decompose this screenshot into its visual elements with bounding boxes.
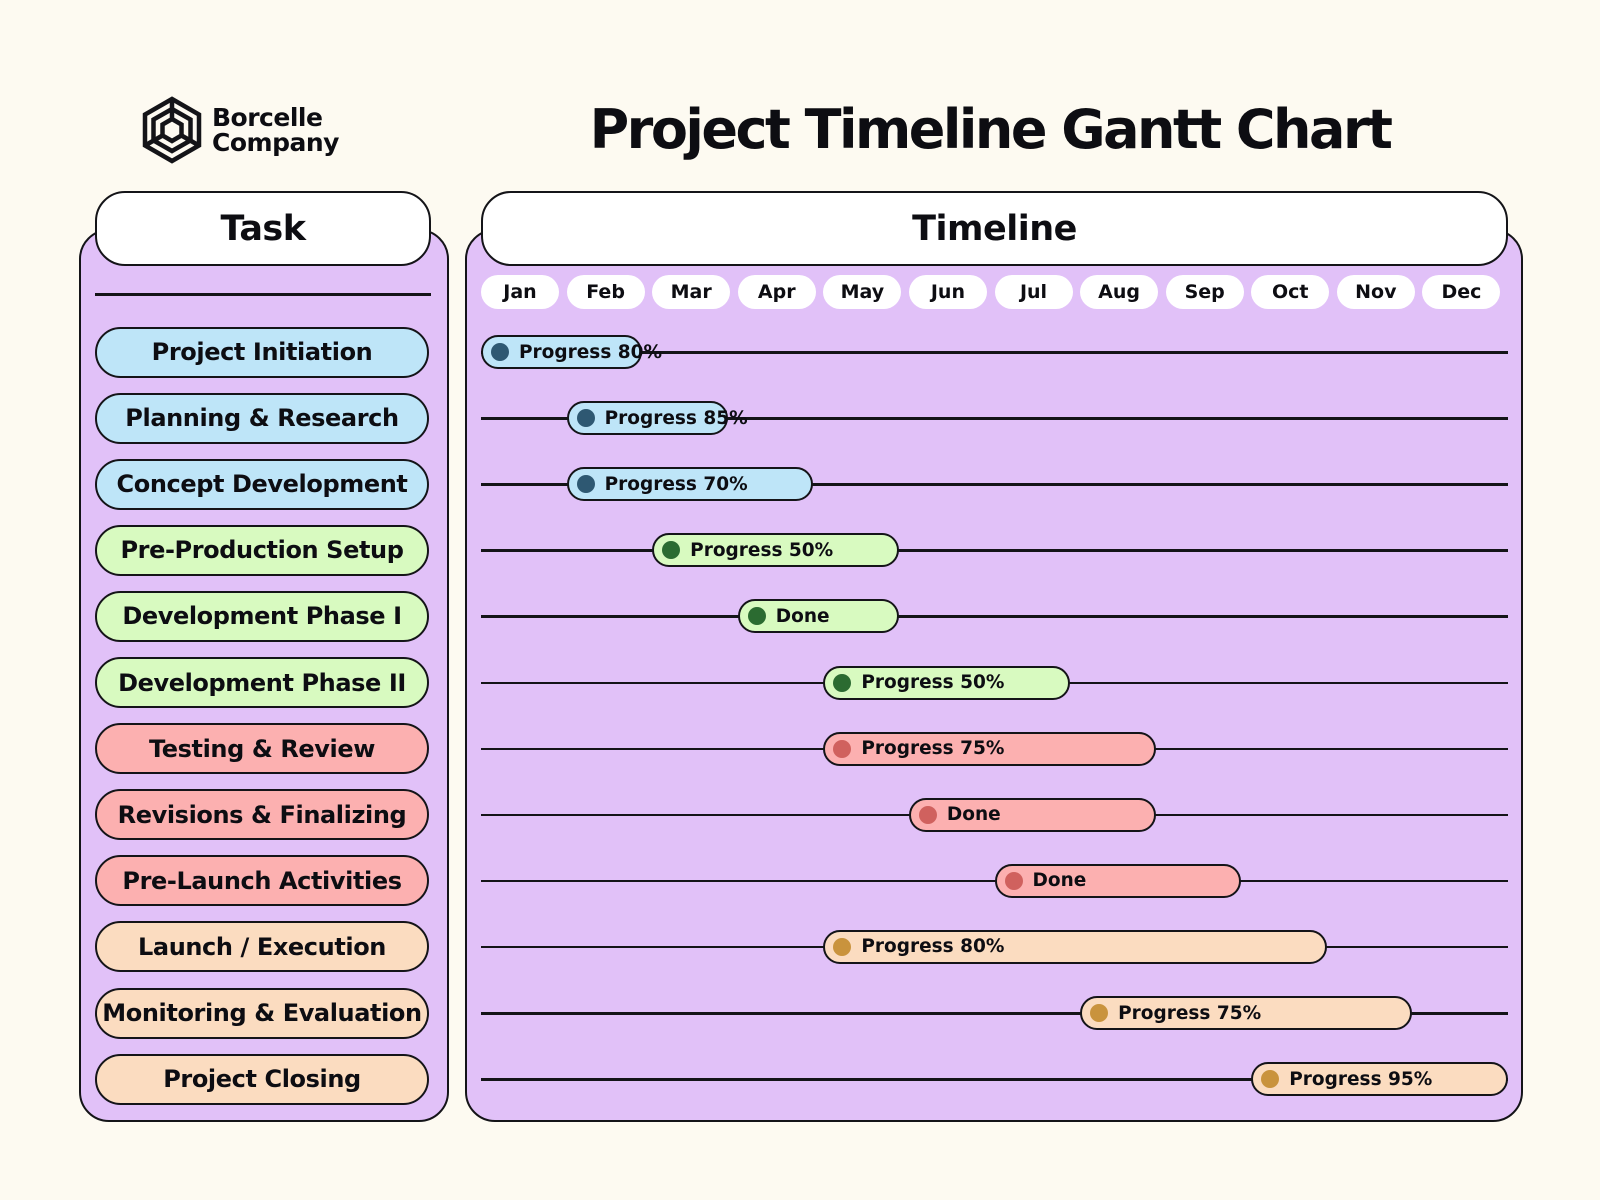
gantt-bar[interactable]: Done (908, 797, 1156, 832)
month-label-dec: Dec (1422, 275, 1501, 309)
task-divider (95, 293, 431, 296)
task-item[interactable]: Project Initiation (95, 326, 429, 378)
bar-status-label: Done (1032, 870, 1087, 892)
hexagon-logo-icon (142, 96, 202, 164)
timeline-column-header: Timeline (481, 191, 1508, 266)
row-guide-line (481, 351, 1508, 354)
gantt-bar[interactable]: Progress 75% (1080, 996, 1413, 1030)
month-label-mar: Mar (652, 275, 731, 309)
month-label-jul: Jul (994, 275, 1073, 309)
task-item[interactable]: Development Phase II (95, 657, 429, 708)
row-guide-line (481, 483, 1508, 486)
status-dot-icon (1090, 1004, 1109, 1022)
gantt-bar[interactable]: Done (994, 863, 1242, 898)
company-name-line2: Company (212, 128, 339, 157)
bar-status-label: Progress 95% (1289, 1068, 1433, 1090)
month-label-sep: Sep (1165, 275, 1244, 309)
month-label-nov: Nov (1336, 275, 1415, 309)
month-label-jan: Jan (481, 275, 559, 309)
status-dot-icon (833, 937, 852, 956)
bar-status-label: Progress 50% (690, 539, 834, 561)
bar-status-label: Progress 50% (861, 672, 1005, 693)
task-item[interactable]: Project Closing (95, 1053, 429, 1105)
month-label-oct: Oct (1251, 275, 1330, 309)
gantt-bar[interactable]: Progress 70% (566, 467, 814, 502)
row-guide-line (481, 549, 1508, 552)
gantt-bar[interactable]: Done (737, 599, 899, 634)
row-guide-line (481, 417, 1508, 420)
bar-status-label: Progress 80% (519, 341, 663, 363)
status-dot-icon (833, 739, 852, 758)
status-dot-icon (576, 475, 595, 494)
bar-status-label: Done (775, 605, 830, 627)
bar-status-label: Progress 75% (861, 738, 1005, 760)
company-name: Borcelle Company (212, 105, 339, 155)
row-guide-line (481, 615, 1508, 618)
task-item[interactable]: Pre-Launch Activities (95, 855, 429, 907)
month-label-jun: Jun (908, 275, 987, 309)
gantt-bar[interactable]: Progress 50% (823, 665, 1071, 700)
company-name-line1: Borcelle (212, 103, 323, 132)
bar-status-label: Progress 80% (861, 936, 1005, 958)
bar-status-label: Progress 70% (604, 473, 748, 495)
gantt-bar[interactable]: Progress 95% (1251, 1062, 1508, 1097)
task-item[interactable]: Launch / Execution (95, 921, 429, 973)
gantt-bar[interactable]: Progress 80% (823, 929, 1327, 964)
month-label-feb: Feb (566, 275, 645, 309)
gantt-bar[interactable]: Progress 80% (481, 335, 662, 369)
task-item[interactable]: Concept Development (95, 458, 429, 510)
status-dot-icon (747, 607, 766, 626)
row-guide-line (481, 1078, 1508, 1081)
status-dot-icon (1261, 1070, 1280, 1089)
task-item[interactable]: Development Phase I (95, 590, 429, 642)
row-guide-line (481, 1012, 1508, 1015)
bar-status-label: Progress 75% (1118, 1002, 1262, 1024)
bar-status-label: Done (946, 804, 1001, 826)
company-logo: Borcelle Company (140, 96, 339, 164)
task-item[interactable]: Pre-Production Setup (95, 524, 429, 576)
month-label-aug: Aug (1080, 275, 1159, 309)
task-column-header: Task (95, 191, 431, 266)
bar-status-label: Progress 85% (604, 407, 748, 429)
status-dot-icon (833, 673, 852, 692)
task-item[interactable]: Monitoring & Evaluation (95, 987, 429, 1039)
month-label-apr: Apr (737, 275, 816, 309)
status-dot-icon (918, 805, 937, 824)
gantt-bar[interactable]: Progress 75% (823, 731, 1156, 766)
status-dot-icon (576, 409, 595, 428)
status-dot-icon (491, 343, 509, 361)
task-item[interactable]: Revisions & Finalizing (95, 789, 429, 841)
gantt-bar[interactable]: Progress 85% (566, 401, 748, 436)
task-item[interactable]: Testing & Review (95, 723, 429, 775)
status-dot-icon (662, 541, 681, 560)
task-item[interactable]: Planning & Research (95, 392, 429, 444)
gantt-bar[interactable]: Progress 50% (652, 533, 899, 568)
month-label-may: May (823, 275, 902, 309)
status-dot-icon (1004, 871, 1023, 890)
chart-title: Project Timeline Gantt Chart (589, 98, 1393, 161)
